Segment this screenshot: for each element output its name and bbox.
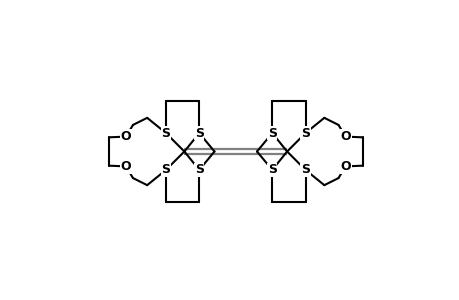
- Text: S: S: [300, 127, 309, 140]
- Text: S: S: [161, 164, 170, 176]
- Text: O: O: [120, 160, 131, 173]
- Text: S: S: [267, 127, 276, 140]
- Text: S: S: [194, 127, 203, 140]
- Text: S: S: [300, 164, 309, 176]
- Text: O: O: [340, 160, 350, 173]
- Text: O: O: [120, 130, 131, 143]
- Text: S: S: [161, 127, 170, 140]
- Text: S: S: [194, 164, 203, 176]
- Text: O: O: [340, 130, 350, 143]
- Text: S: S: [267, 164, 276, 176]
